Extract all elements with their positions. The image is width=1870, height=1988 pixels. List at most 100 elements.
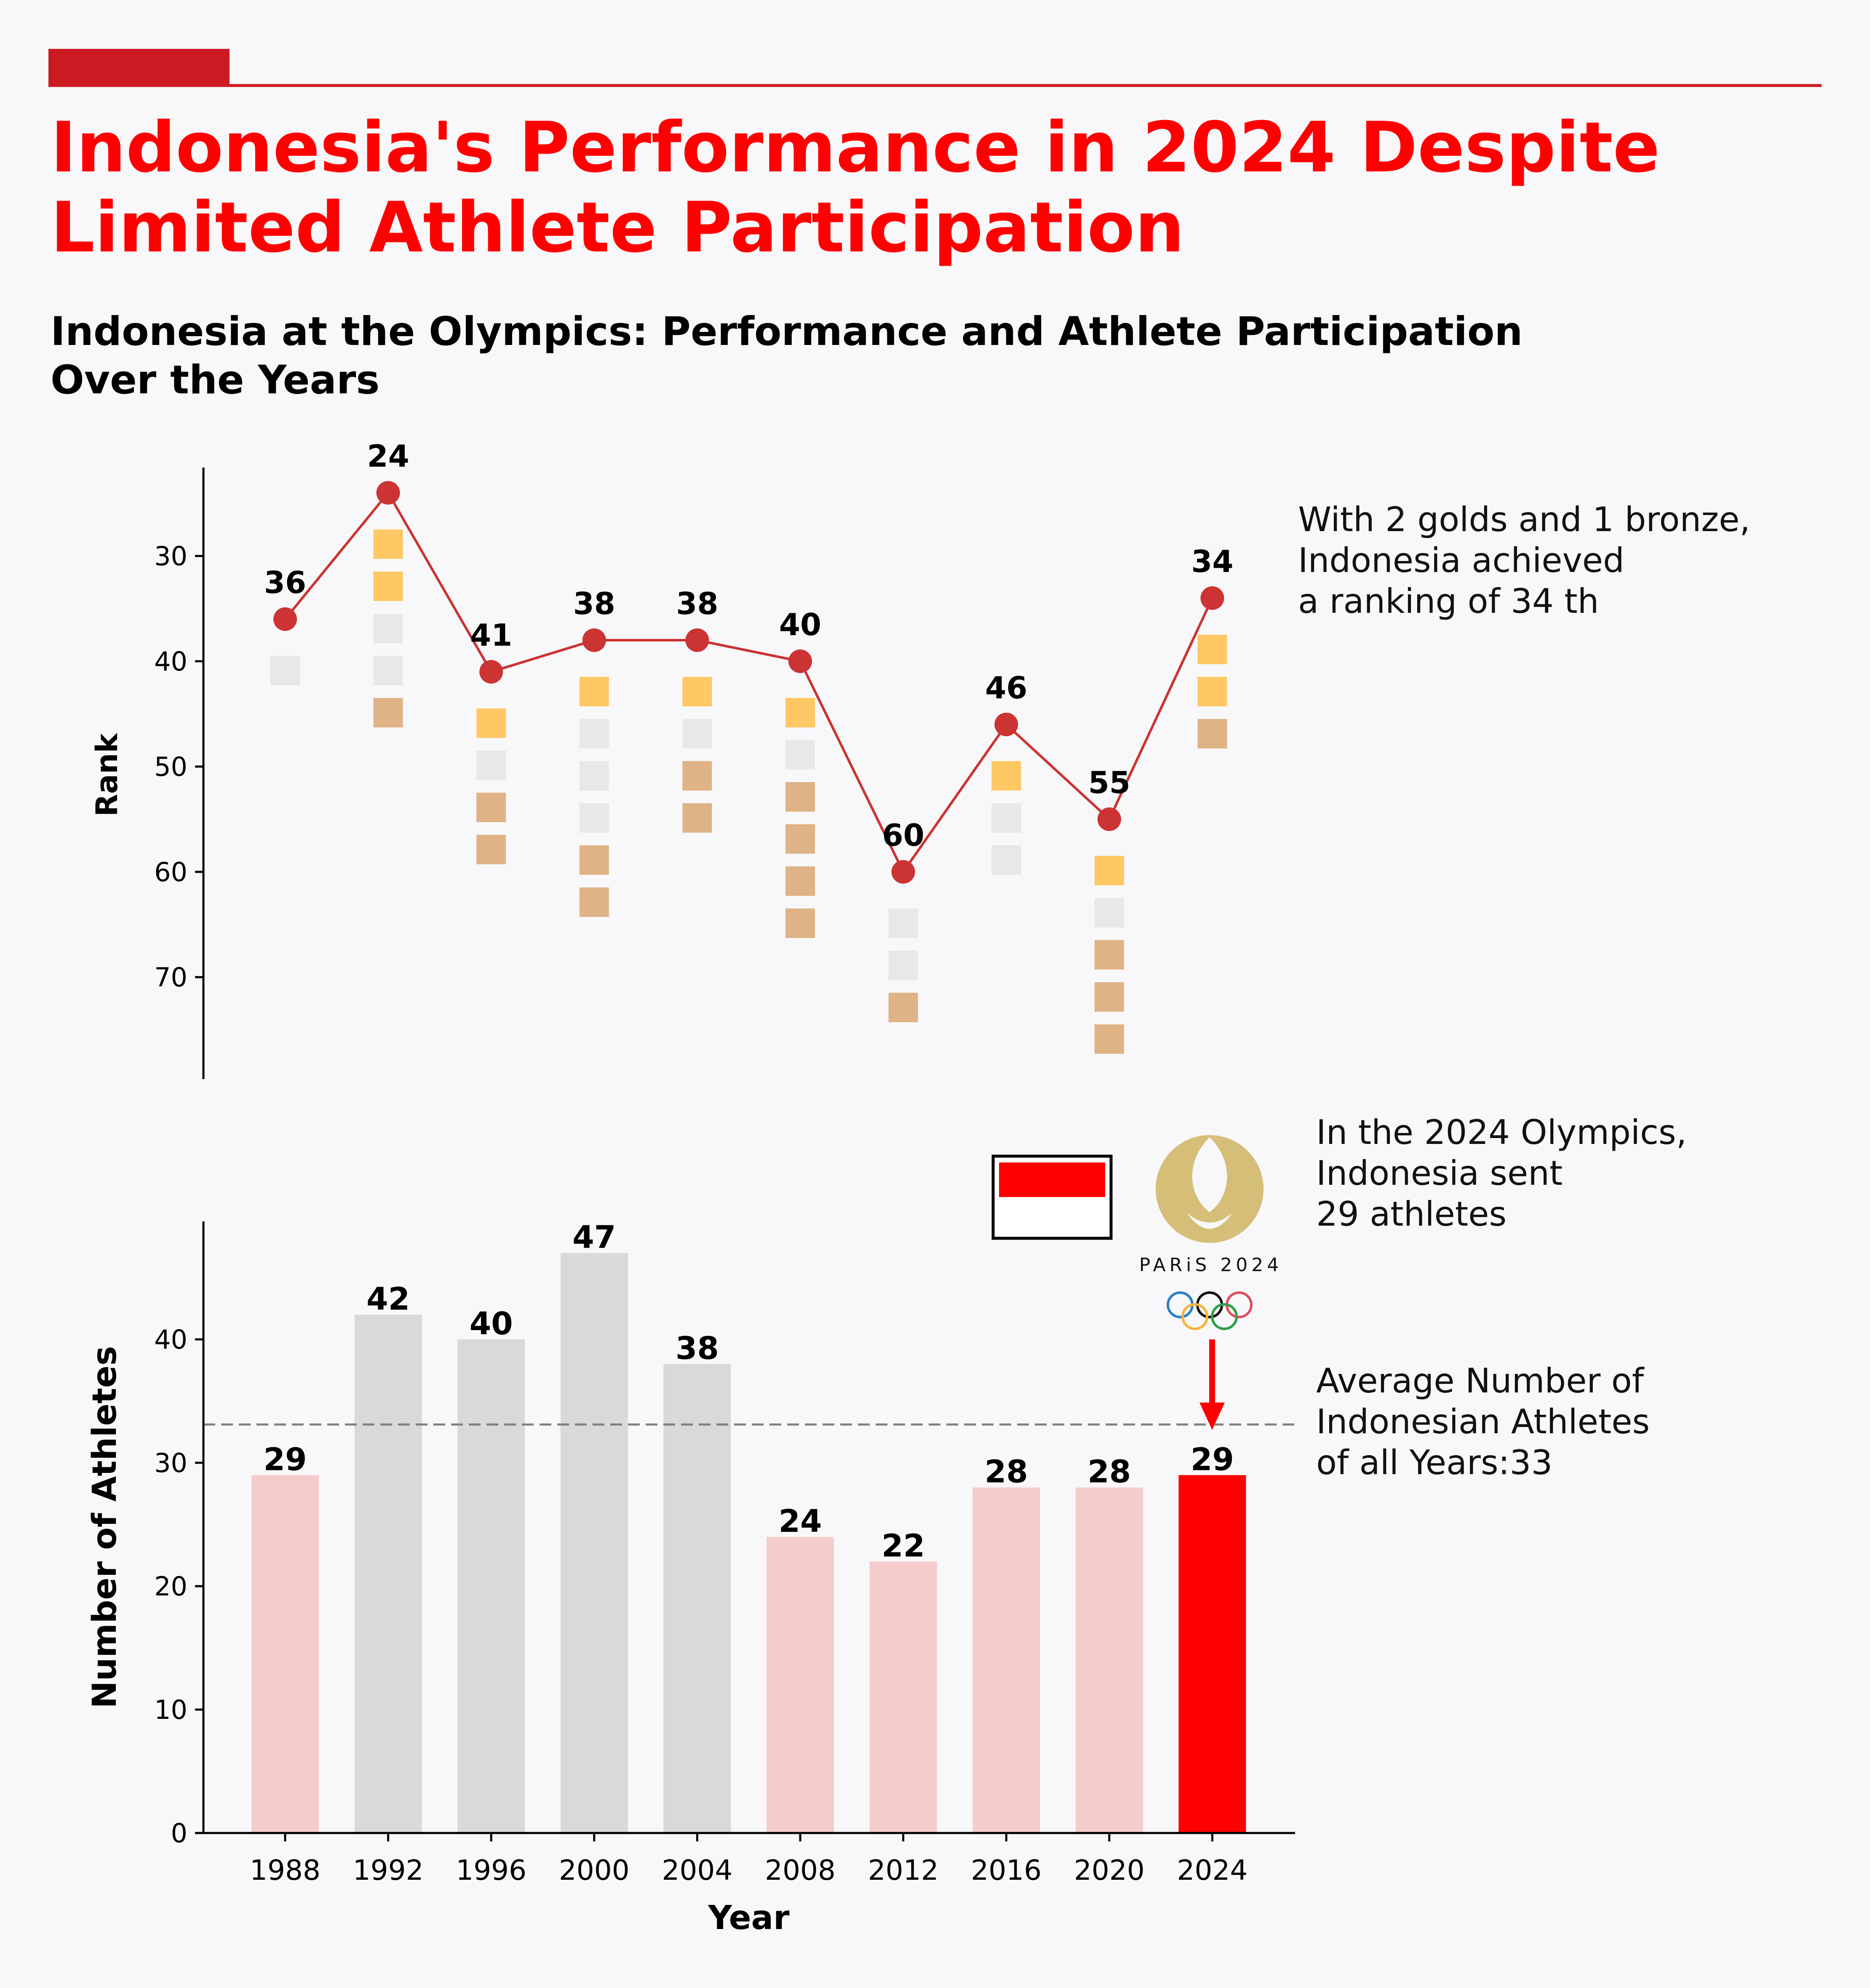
bar-value-label: 22 [882, 1528, 925, 1564]
rank-value-label: 41 [470, 617, 512, 653]
bronze-medal-square [476, 835, 506, 864]
bronze-medal-square [579, 887, 609, 917]
athletes-bar [767, 1536, 834, 1833]
bar-value-label: 29 [1191, 1441, 1234, 1478]
gold-medal-square [682, 677, 712, 706]
year-tick-label: 1988 [250, 1854, 321, 1886]
rank-annotation-line: Indonesia achieved [1298, 541, 1624, 580]
athletes-bar [1178, 1475, 1246, 1833]
year-ticks: 1988 1992 1996 2000 2004 2008 2012 2016 2020 2024 [250, 1833, 1248, 1886]
rank-point [994, 713, 1018, 736]
athletes-annotation-line: Indonesia sent [1316, 1154, 1563, 1193]
bronze-medal-square [1094, 940, 1124, 970]
rank-value-label: 55 [1088, 765, 1130, 800]
bronze-medal-square [682, 761, 712, 791]
rank-ticks: 30 40 50 60 70 [154, 541, 203, 993]
ring-icon [1181, 1303, 1208, 1330]
average-annotation: Average Number of Indonesian Athletes of… [1316, 1360, 1650, 1483]
athletes-annotation-line: In the 2024 Olympics, [1316, 1113, 1687, 1152]
rank-line [284, 490, 1214, 874]
paris-2024-logo: PARiS 2024 [1139, 1135, 1279, 1330]
rank-tick-label: 50 [154, 751, 187, 782]
bar-tick-label: 40 [154, 1324, 187, 1355]
bar-ticks: 0 10 20 30 40 [154, 1324, 203, 1849]
bar-value-label: 47 [572, 1219, 616, 1256]
rank-value-label: 24 [367, 438, 409, 474]
gold-medal-square [785, 698, 815, 727]
rank-chart: Rank 30 40 50 60 70 36 24 41 38 38 40 60 46 55 34 [90, 438, 1234, 1079]
year-tick-label: 2004 [662, 1854, 732, 1886]
athletes-bar [457, 1339, 525, 1833]
bronze-medal-square [1197, 719, 1227, 748]
bronze-medal-square [785, 866, 815, 896]
bronze-medal-square [373, 698, 403, 727]
bronze-medal-square [476, 793, 506, 822]
bar-tick-label: 30 [154, 1448, 187, 1478]
year-tick-label: 1996 [456, 1854, 526, 1886]
gold-medal-square [1094, 856, 1124, 885]
athletes-bar [972, 1487, 1040, 1833]
bronze-medal-square [1094, 1024, 1124, 1054]
average-annotation-line: of all Years:33 [1316, 1443, 1553, 1482]
rank-tick-label: 30 [154, 541, 187, 572]
medal-squares [270, 529, 1227, 1054]
rank-value-label: 46 [985, 670, 1027, 705]
flag-red-stripe [999, 1162, 1105, 1197]
silver-medal-square [373, 656, 403, 685]
silver-medal-square [682, 719, 712, 748]
athletes-annotation: In the 2024 Olympics, Indonesia sent 29 … [1316, 1112, 1687, 1234]
chart-subtitle: Indonesia at the Olympics: Performance a… [51, 307, 1735, 404]
flame-icon [1192, 1137, 1227, 1212]
bar-y-axis-label: Number of Athletes [86, 1346, 124, 1709]
rank-point [1200, 586, 1224, 610]
silver-medal-square [579, 803, 609, 833]
silver-medal-square [888, 951, 918, 980]
silver-medal-square [785, 740, 815, 770]
bar-value-label: 38 [676, 1331, 719, 1367]
title-line: Indonesia's Performance in 2024 Despite [51, 107, 1660, 188]
bronze-medal-square [888, 993, 918, 1022]
silver-medal-square [373, 614, 403, 643]
year-tick-label: 2000 [559, 1854, 630, 1886]
rank-tick-label: 40 [154, 646, 187, 677]
bronze-medal-square [1094, 982, 1124, 1012]
rank-point [273, 607, 297, 631]
subtitle-line: Indonesia at the Olympics: Performance a… [51, 309, 1523, 355]
arrow-head [1199, 1403, 1225, 1430]
gold-medal-square [476, 708, 506, 738]
indonesia-flag-icon [991, 1154, 1113, 1240]
year-tick-label: 2024 [1177, 1854, 1248, 1886]
bar-tick-label: 10 [154, 1694, 187, 1725]
rank-annotation: With 2 golds and 1 bronze, Indonesia ach… [1298, 499, 1750, 622]
page-title: Indonesia's Performance in 2024 Despite … [51, 107, 1819, 267]
rank-point [1097, 807, 1121, 831]
subtitle-line: Over the Years [51, 357, 380, 403]
year-tick-label: 2012 [868, 1854, 939, 1886]
rank-point [891, 860, 915, 884]
rank-points: 36 24 41 38 38 40 60 46 55 34 [264, 438, 1234, 884]
year-tick-label: 2016 [971, 1854, 1042, 1886]
silver-medal-square [476, 751, 506, 780]
athletes-bar [1075, 1487, 1143, 1833]
rank-value-label: 36 [264, 565, 306, 600]
rank-value-label: 40 [779, 607, 821, 642]
bar-tick-label: 20 [154, 1571, 187, 1602]
rank-value-label: 38 [573, 586, 615, 621]
bar-value-label: 28 [985, 1454, 1028, 1490]
bar-value-label: 29 [264, 1441, 307, 1478]
gold-medal-square [373, 529, 403, 559]
bar-value-label: 24 [779, 1503, 822, 1539]
athletes-bar [663, 1364, 731, 1833]
silver-medal-square [991, 803, 1021, 833]
gold-medal-square [1197, 677, 1227, 706]
average-annotation-line: Average Number of [1316, 1361, 1644, 1400]
silver-medal-square [1094, 898, 1124, 927]
rank-point [582, 628, 606, 652]
athletes-bar [560, 1253, 628, 1833]
rank-annotation-line: a ranking of 34 th [1298, 582, 1599, 621]
bronze-medal-square [579, 845, 609, 875]
year-tick-label: 1992 [353, 1854, 424, 1886]
